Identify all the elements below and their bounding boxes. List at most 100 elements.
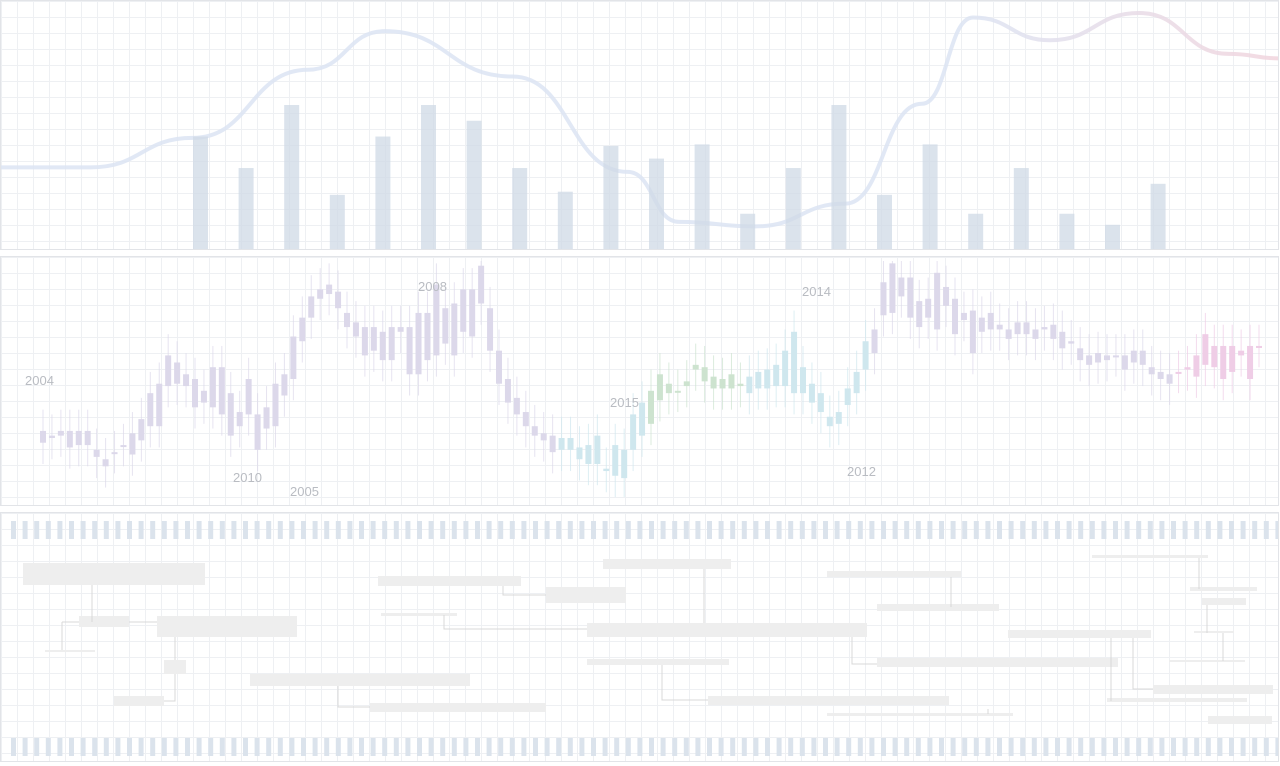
tick-mark xyxy=(765,738,770,756)
tick-mark xyxy=(1205,738,1211,756)
tick-mark xyxy=(1229,738,1234,756)
candle-body xyxy=(1256,345,1262,348)
tick-mark xyxy=(614,521,620,539)
tick-mark xyxy=(985,738,991,756)
tick-mark xyxy=(823,521,828,539)
tick-mark xyxy=(208,521,214,539)
candle-body xyxy=(1193,355,1200,377)
candle-body xyxy=(1086,355,1093,365)
candle-body xyxy=(960,312,967,320)
tick-mark xyxy=(1008,521,1014,539)
candle-body xyxy=(1220,345,1227,379)
tick-mark xyxy=(1124,521,1130,539)
tick-mark xyxy=(231,521,237,539)
tick-mark xyxy=(1171,738,1176,756)
bar xyxy=(466,120,482,249)
timeline-bar xyxy=(1202,598,1246,605)
tick-mark xyxy=(254,738,260,756)
candle-body xyxy=(174,362,181,384)
connector-line xyxy=(502,586,546,596)
top-bar-chart-panel xyxy=(0,0,1279,250)
tick-mark xyxy=(846,521,852,539)
timeline-bar xyxy=(79,616,129,627)
candle-body xyxy=(871,329,878,354)
timeline-bar xyxy=(546,587,626,603)
candle-body xyxy=(898,277,905,297)
connector-line xyxy=(851,637,877,665)
candle-body xyxy=(397,327,404,332)
bar xyxy=(922,144,938,249)
candle-body xyxy=(40,430,46,443)
candle-body xyxy=(1005,329,1012,339)
tick-mark xyxy=(1043,738,1049,756)
tick-mark xyxy=(753,521,759,539)
candle-body xyxy=(424,312,431,361)
candle-body xyxy=(183,374,190,387)
tick-mark xyxy=(417,738,422,756)
tick-mark xyxy=(254,521,260,539)
tick-mark xyxy=(451,738,457,756)
bar xyxy=(284,105,300,249)
candle-body xyxy=(1095,353,1102,363)
tick-mark xyxy=(799,521,805,539)
bar xyxy=(375,136,391,249)
tick-mark xyxy=(486,521,492,539)
timeline-bar xyxy=(378,576,521,586)
bar xyxy=(785,168,801,249)
tick-mark xyxy=(834,521,840,539)
candle-body xyxy=(93,449,100,457)
candle-body xyxy=(102,459,109,467)
candle-body xyxy=(710,376,717,389)
tick-mark xyxy=(1194,738,1200,756)
candle-body xyxy=(156,383,163,427)
candle-body xyxy=(1112,355,1119,358)
candle-body xyxy=(576,447,583,460)
bar-chart xyxy=(1,10,1278,249)
tick-mark xyxy=(799,738,805,756)
tick-mark xyxy=(289,521,295,539)
tick-mark xyxy=(69,521,74,539)
candle-body xyxy=(209,367,216,408)
year-label: 2012 xyxy=(847,464,876,479)
tick-mark xyxy=(185,521,190,539)
tick-mark xyxy=(637,521,643,539)
tick-mark xyxy=(185,738,190,756)
candle-body xyxy=(656,374,663,401)
timeline-bar xyxy=(827,713,1013,716)
tick-mark xyxy=(1171,521,1176,539)
tick-mark xyxy=(602,521,608,539)
tick-mark xyxy=(45,738,51,756)
candle-body xyxy=(227,393,234,436)
candle-body xyxy=(263,407,270,429)
tick-mark xyxy=(591,521,596,539)
candle-body xyxy=(1104,355,1110,361)
tick-mark xyxy=(301,738,306,756)
tick-mark xyxy=(475,521,480,539)
tick-mark xyxy=(440,738,446,756)
year-label: 2005 xyxy=(290,484,319,499)
candle-body xyxy=(764,369,771,389)
tick-mark xyxy=(266,521,272,539)
tick-mark xyxy=(428,521,434,539)
tick-mark xyxy=(997,521,1002,539)
tick-mark xyxy=(509,738,515,756)
tick-mark xyxy=(869,521,875,539)
tick-mark xyxy=(857,738,863,756)
tick-mark xyxy=(335,738,341,756)
candle-body xyxy=(487,308,494,351)
tick-mark xyxy=(1194,521,1200,539)
candle-body xyxy=(1202,334,1209,365)
candle-body xyxy=(683,381,690,387)
candle-body xyxy=(594,435,601,464)
tick-mark xyxy=(1182,521,1188,539)
tick-mark xyxy=(892,521,898,539)
tick-mark xyxy=(544,521,550,539)
tick-mark xyxy=(915,521,921,539)
tick-mark xyxy=(776,738,782,756)
tick-mark xyxy=(498,738,504,756)
tick-mark xyxy=(335,521,341,539)
timeline-bar xyxy=(587,659,729,665)
bar xyxy=(421,105,436,249)
year-label: 2008 xyxy=(418,279,447,294)
timeline-bar xyxy=(1190,587,1257,591)
